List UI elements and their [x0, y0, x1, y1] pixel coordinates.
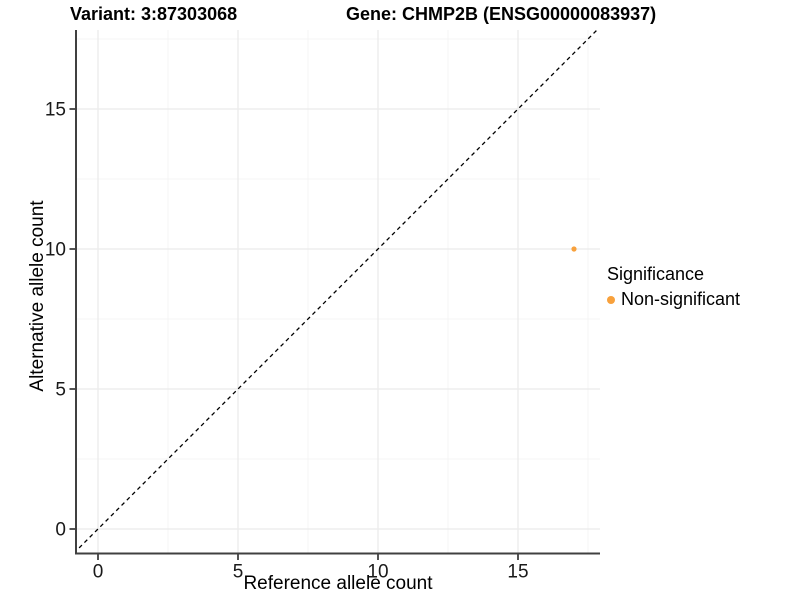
plot-title-variant: Variant: 3:87303068 — [70, 4, 238, 24]
x-tick-label: 0 — [93, 562, 104, 583]
legend-entry-label: Non-significant — [621, 289, 741, 309]
x-axis-title: Reference allele count — [243, 573, 433, 594]
legend-title: Significance — [607, 264, 705, 284]
y-tick-label: 5 — [55, 380, 66, 401]
identity-line — [76, 30, 598, 552]
x-tick-label: 5 — [233, 562, 244, 583]
legend-point-swatch — [607, 295, 615, 304]
data-point — [571, 246, 577, 252]
y-tick-label: 0 — [55, 520, 66, 541]
plot-title-gene: Gene: CHMP2B (ENSG00000083937) — [346, 4, 657, 24]
y-tick-label: 10 — [45, 240, 66, 261]
legend-entry: Non-significant — [607, 289, 740, 310]
x-tick-label: 10 — [367, 562, 388, 583]
y-tick-label: 15 — [45, 100, 66, 121]
y-axis-title: Alternative allele count — [27, 200, 48, 392]
legend: Significance Non-significant — [607, 264, 740, 310]
x-tick-label: 15 — [507, 562, 528, 583]
